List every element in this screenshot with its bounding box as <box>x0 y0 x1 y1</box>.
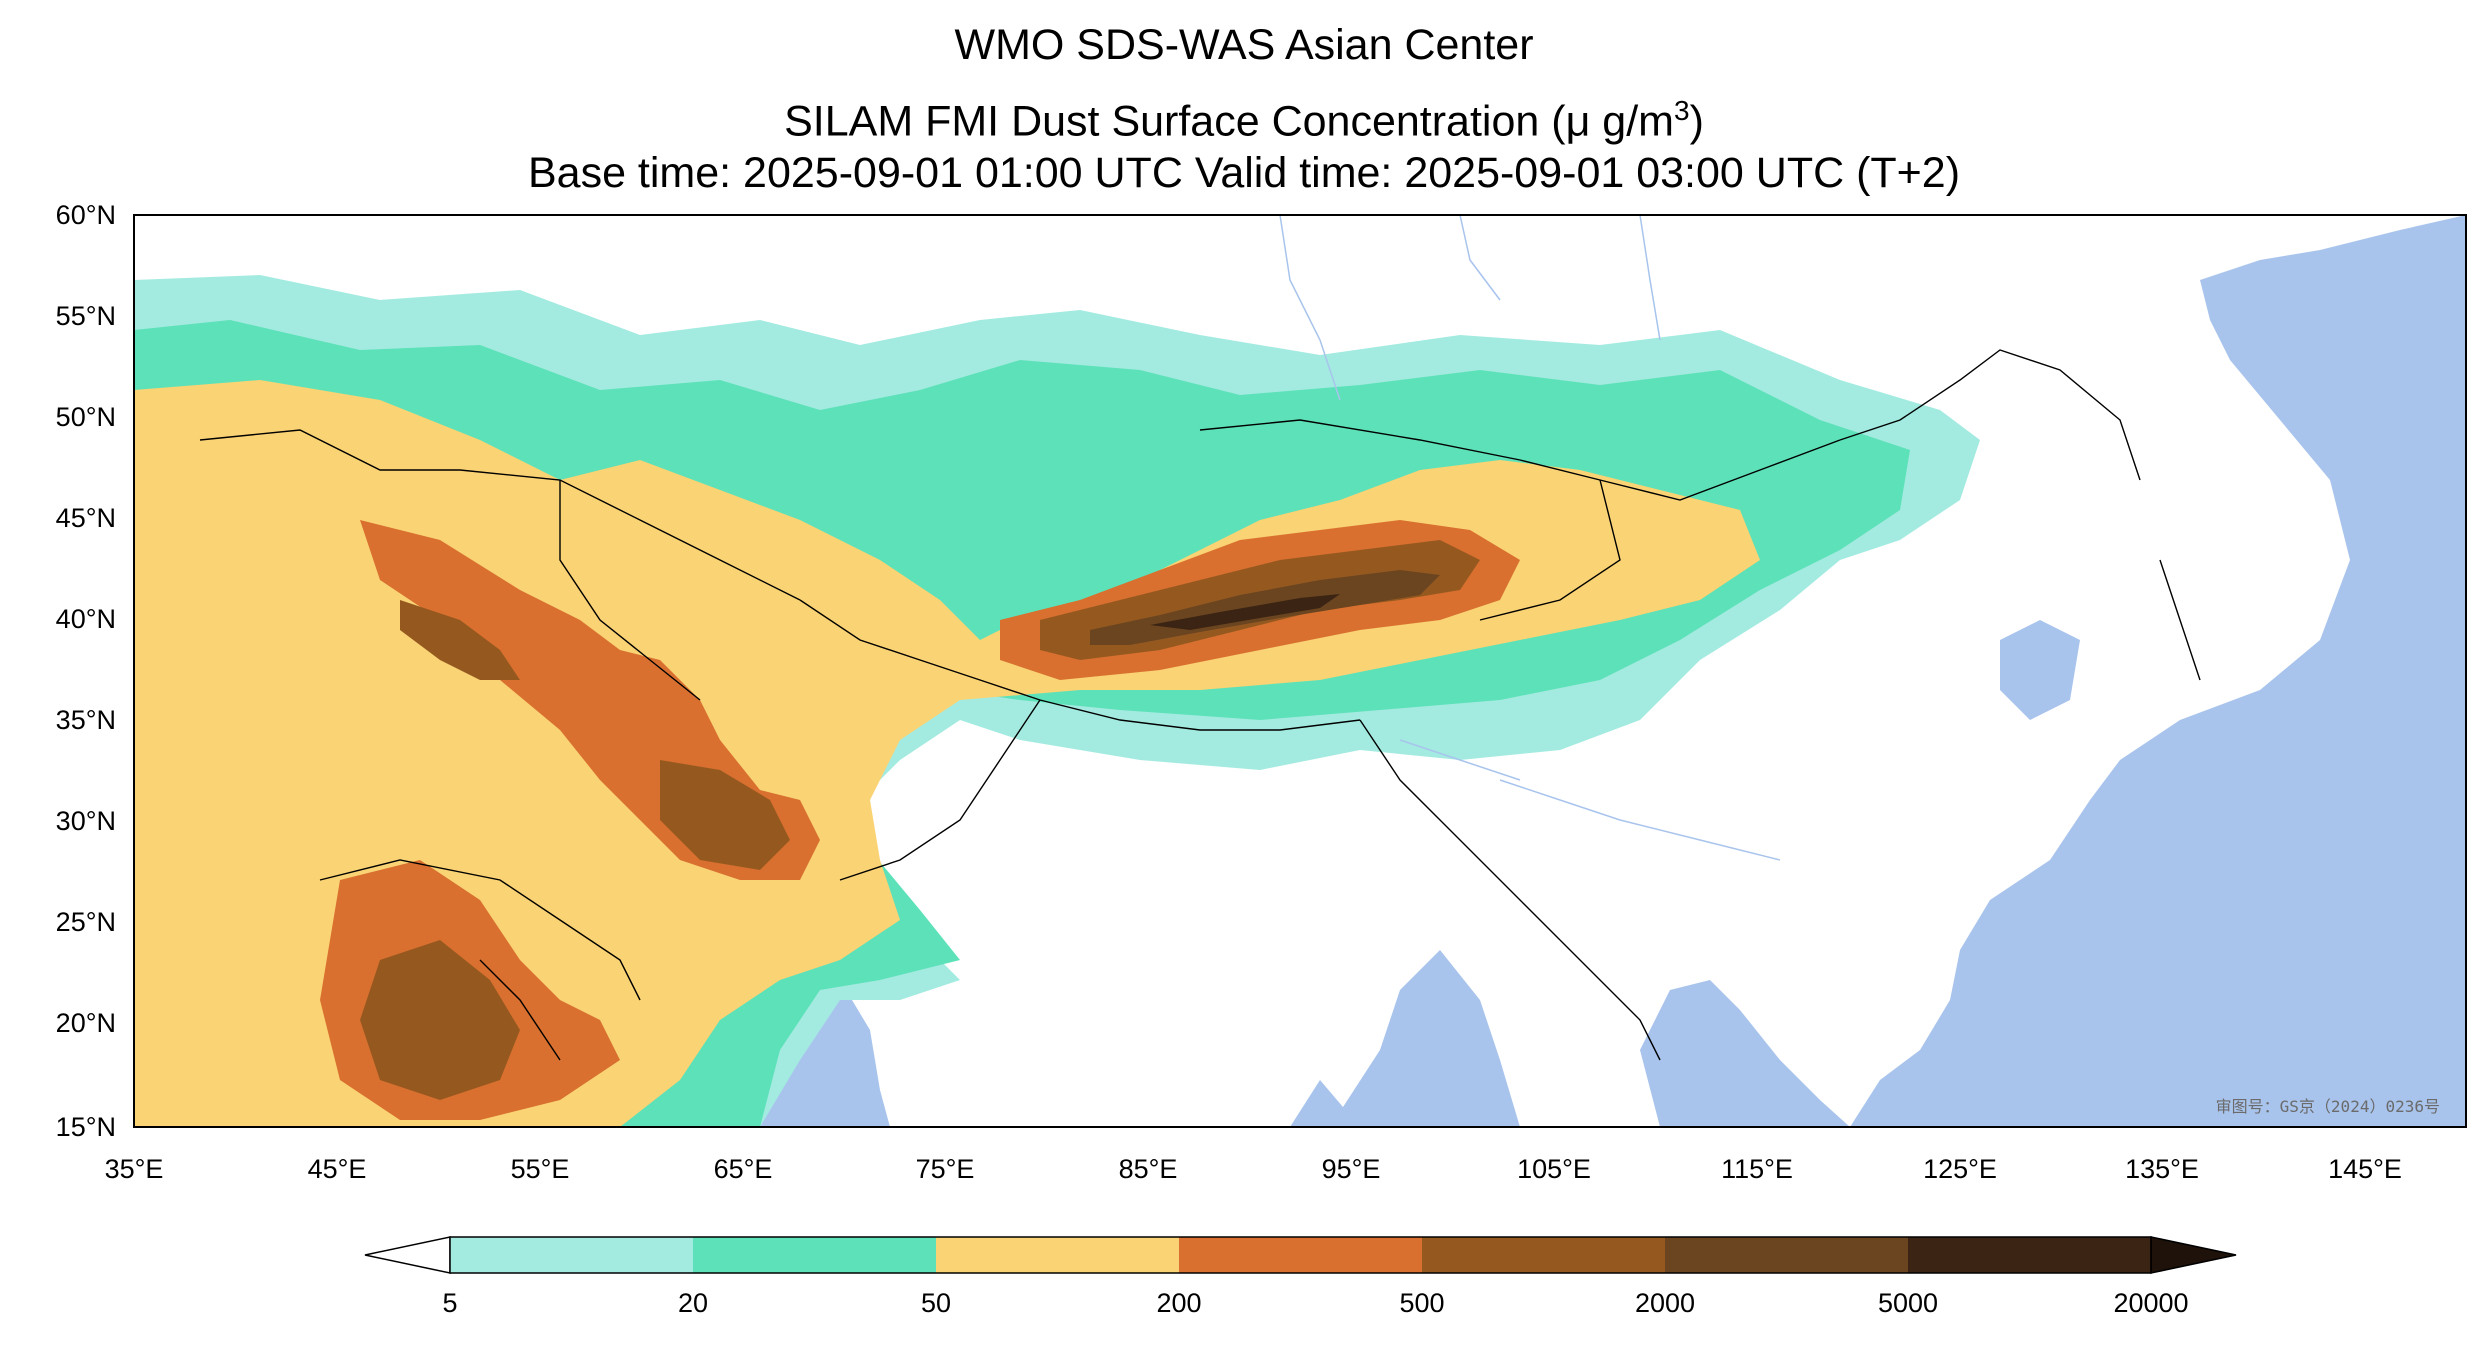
lon-tick-label: 135°E <box>2125 1154 2199 1184</box>
rivers <box>1279 215 1781 861</box>
bay-of-bengal <box>1330 950 1520 1127</box>
colorbar-extend-low <box>364 1236 451 1274</box>
colorbar-label: 500 <box>1399 1288 1444 1318</box>
colorbar-label: 200 <box>1156 1288 1201 1318</box>
colorbar-bin <box>693 1237 936 1273</box>
lon-tick-label: 35°E <box>105 1154 164 1184</box>
colorbar-label: 5 <box>442 1288 457 1318</box>
lat-tick-label: 25°N <box>56 907 116 937</box>
colorbar-labels: 5 20 50 200 500 2000 5000 20000 <box>442 1288 2188 1318</box>
lat-tick-label: 35°N <box>56 705 116 735</box>
lat-tick-label: 55°N <box>56 301 116 331</box>
colorbar-label: 50 <box>921 1288 951 1318</box>
country-borders <box>199 349 2201 1061</box>
lon-tick-label: 85°E <box>1119 1154 1178 1184</box>
contour-5000-20000 <box>1150 594 1340 630</box>
lat-tick-label: 45°N <box>56 503 116 533</box>
colorbar-extend-high <box>2150 1236 2237 1274</box>
bay-of-bengal-west <box>1290 1080 1360 1127</box>
dust-contours <box>134 275 1980 1127</box>
colorbar-frame <box>449 1236 2152 1274</box>
colorbar-bin <box>1908 1237 2151 1273</box>
map-title: WMO SDS-WAS Asian Center <box>954 21 1534 69</box>
yellow-sea <box>2000 620 2080 720</box>
lon-tick-label: 55°E <box>511 1154 570 1184</box>
colorbar-bin <box>1179 1237 1422 1273</box>
lon-tick-label: 45°E <box>308 1154 367 1184</box>
colorbar: 5 20 50 200 500 2000 5000 20000 <box>364 1236 2237 1318</box>
lon-tick-label: 145°E <box>2328 1154 2402 1184</box>
lat-tick-label: 20°N <box>56 1008 116 1038</box>
lon-tick-label: 65°E <box>714 1154 773 1184</box>
colorbar-label: 5000 <box>1878 1288 1938 1318</box>
map-body <box>134 215 2466 1127</box>
south-china-sea <box>1640 980 1850 1127</box>
lat-tick-label: 50°N <box>56 402 116 432</box>
colorbar-bin <box>936 1237 1179 1273</box>
review-stamp: 审图号：GS京（2024）0236号 <box>2216 1097 2440 1116</box>
colorbar-label: 20 <box>678 1288 708 1318</box>
lat-tick-label: 30°N <box>56 806 116 836</box>
map-subtitle: SILAM FMI Dust Surface Concentration (μ … <box>784 95 1704 146</box>
lon-tick-label: 75°E <box>916 1154 975 1184</box>
colorbar-label: 2000 <box>1635 1288 1695 1318</box>
time-info: Base time: 2025-09-01 01:00 UTC Valid ti… <box>527 149 1961 197</box>
lat-tick-label: 40°N <box>56 604 116 634</box>
contour-200-500 <box>320 520 1520 1120</box>
lon-tick-label: 125°E <box>1923 1154 1997 1184</box>
lat-tick-label: 60°N <box>56 200 116 230</box>
pacific-ocean <box>1850 215 2466 1127</box>
colorbar-label: 20000 <box>2113 1288 2188 1318</box>
colorbar-bin <box>450 1237 693 1273</box>
map-frame <box>133 214 2467 1128</box>
lat-tick-label: 15°N <box>56 1112 116 1142</box>
lon-axis: 35°E 45°E 55°E 65°E 75°E 85°E 95°E 105°E… <box>105 1154 2402 1184</box>
colorbar-bin <box>1665 1237 1908 1273</box>
lon-tick-label: 95°E <box>1322 1154 1381 1184</box>
colorbar-bin <box>1422 1237 1665 1273</box>
lon-tick-label: 105°E <box>1517 1154 1591 1184</box>
lon-tick-label: 115°E <box>1721 1154 1793 1184</box>
lat-axis: 60°N 55°N 50°N 45°N 40°N 35°N 30°N 25°N … <box>56 200 116 1142</box>
